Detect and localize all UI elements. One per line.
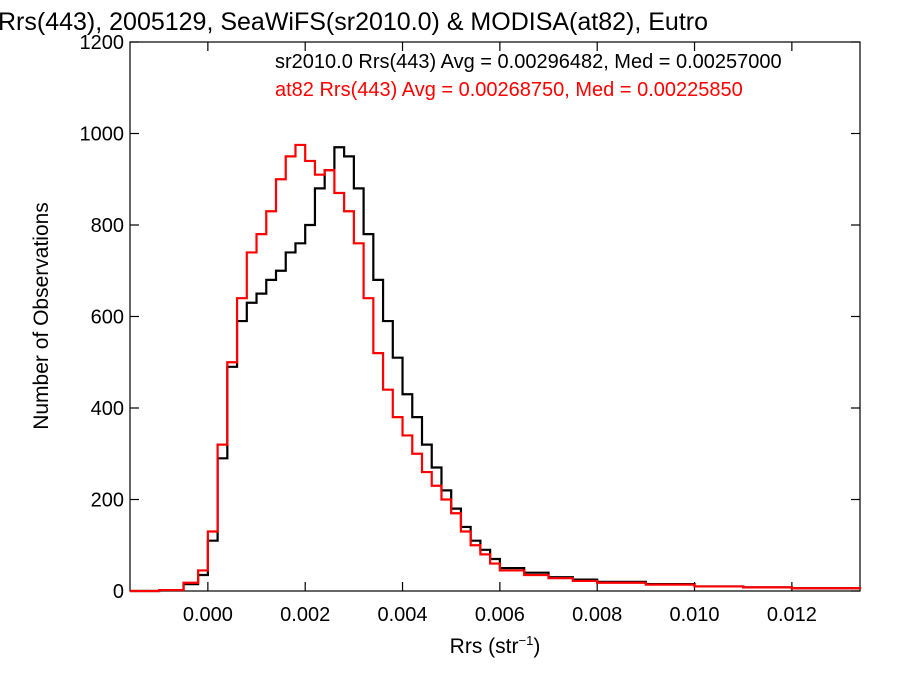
y-tick-label: 1200 xyxy=(80,32,125,54)
y-axis-label: Number of Observations xyxy=(30,202,53,430)
x-tick-label: 0.006 xyxy=(475,604,525,626)
series-line-sr2010 xyxy=(130,146,862,593)
x-axis: 0.000 0.002 0.004 0.006 0.008 0.010 0.012 xyxy=(183,42,817,626)
x-tick-label: 0.002 xyxy=(280,604,330,626)
x-axis-label-superscript: −1 xyxy=(519,633,534,648)
y-tick-label: 1000 xyxy=(80,124,125,146)
plot-frame xyxy=(129,41,861,592)
x-tick-label: 0.010 xyxy=(670,604,720,626)
x-axis-label-text: Rrs (str xyxy=(450,635,519,658)
y-tick-label: 600 xyxy=(91,307,124,329)
y-axis: 0 200 400 600 800 1000 1200 xyxy=(80,32,860,603)
legend-entry-at82: at82 Rrs(443) Avg = 0.00268750, Med = 0.… xyxy=(275,79,743,101)
series-line-at82 xyxy=(130,143,862,593)
chart-title: Rrs(443), 2005129, SeaWiFS(sr2010.0) & M… xyxy=(0,8,708,36)
x-tick-label: 0.012 xyxy=(767,604,817,626)
x-tick-label: 0.008 xyxy=(572,604,622,626)
y-tick-label: 400 xyxy=(91,398,124,420)
legend-entry-sr2010: sr2010.0 Rrs(443) Avg = 0.00296482, Med … xyxy=(275,51,782,73)
x-axis-label-end: ) xyxy=(533,635,540,658)
series-layer xyxy=(129,143,862,593)
x-tick-label: 0.000 xyxy=(183,604,233,626)
y-tick-label: 200 xyxy=(91,490,124,512)
x-axis-label: Rrs (str−1) xyxy=(450,633,541,658)
x-tick-label: 0.004 xyxy=(378,604,428,626)
y-tick-label: 0 xyxy=(113,581,124,603)
y-tick-label: 800 xyxy=(91,215,124,237)
